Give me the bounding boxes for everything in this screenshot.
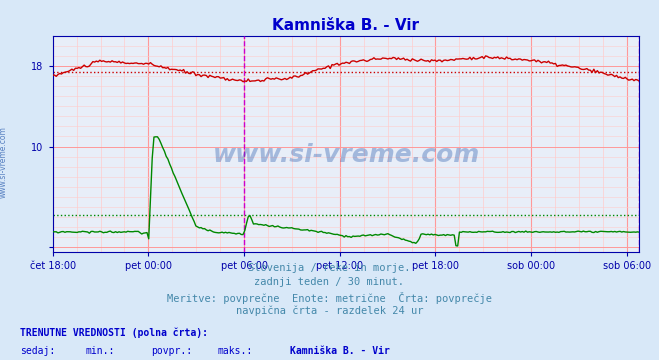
Text: povpr.:: povpr.: [152, 346, 192, 356]
Text: sedaj:: sedaj: [20, 346, 55, 356]
Text: zadnji teden / 30 minut.: zadnji teden / 30 minut. [254, 277, 405, 287]
Text: Slovenija / reke in morje.: Slovenija / reke in morje. [248, 263, 411, 273]
Text: Meritve: povprečne  Enote: metrične  Črta: povprečje: Meritve: povprečne Enote: metrične Črta:… [167, 292, 492, 303]
Text: maks.:: maks.: [217, 346, 252, 356]
Title: Kamniška B. - Vir: Kamniška B. - Vir [272, 18, 420, 33]
Text: www.si-vreme.com: www.si-vreme.com [212, 143, 480, 167]
Text: www.si-vreme.com: www.si-vreme.com [0, 126, 8, 198]
Text: navpična črta - razdelek 24 ur: navpična črta - razdelek 24 ur [236, 306, 423, 316]
Text: Kamniška B. - Vir: Kamniška B. - Vir [290, 346, 390, 356]
Text: min.:: min.: [86, 346, 115, 356]
Text: TRENUTNE VREDNOSTI (polna črta):: TRENUTNE VREDNOSTI (polna črta): [20, 328, 208, 338]
